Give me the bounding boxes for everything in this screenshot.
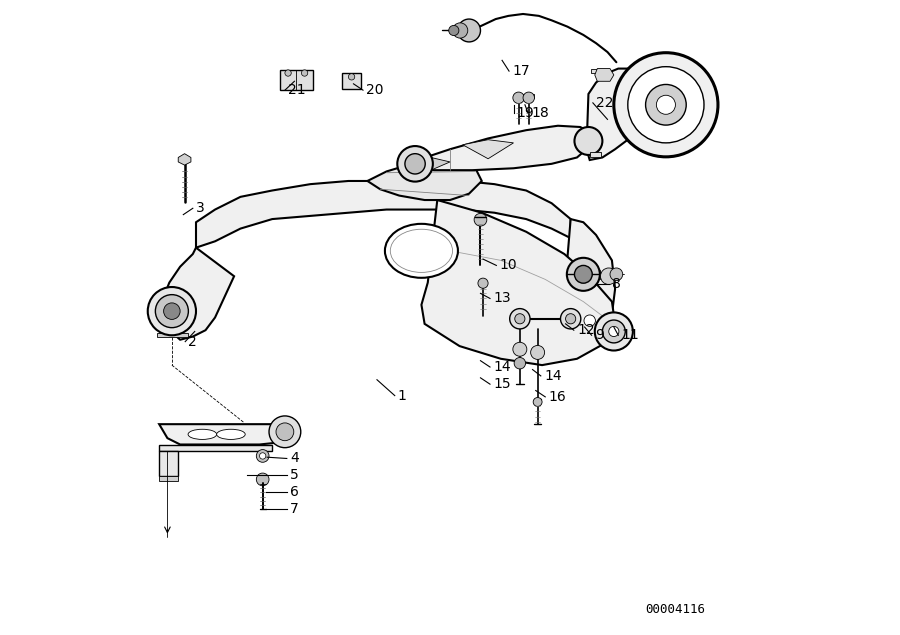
Circle shape — [602, 320, 626, 343]
Circle shape — [269, 416, 301, 448]
Circle shape — [405, 154, 425, 174]
Text: 4: 4 — [290, 451, 299, 465]
Polygon shape — [582, 270, 600, 279]
Circle shape — [628, 67, 704, 143]
Text: 17: 17 — [512, 64, 530, 78]
Circle shape — [514, 358, 526, 369]
Circle shape — [259, 453, 266, 459]
Circle shape — [567, 258, 600, 291]
Text: 9: 9 — [595, 328, 604, 342]
Text: 7: 7 — [290, 502, 299, 516]
Circle shape — [276, 423, 293, 441]
Ellipse shape — [385, 224, 458, 278]
Circle shape — [164, 303, 180, 319]
Text: 15: 15 — [493, 377, 511, 391]
Polygon shape — [159, 451, 178, 476]
Polygon shape — [412, 126, 590, 170]
Text: 16: 16 — [548, 390, 566, 404]
Polygon shape — [587, 69, 650, 160]
Text: 3: 3 — [196, 201, 205, 215]
Polygon shape — [159, 424, 292, 444]
Circle shape — [574, 265, 592, 283]
Polygon shape — [590, 152, 601, 157]
Circle shape — [610, 268, 623, 281]
Circle shape — [561, 309, 581, 329]
Polygon shape — [178, 154, 191, 165]
Circle shape — [645, 84, 686, 125]
Circle shape — [256, 450, 269, 462]
Circle shape — [523, 92, 535, 104]
Ellipse shape — [217, 429, 245, 439]
Circle shape — [457, 19, 481, 42]
Text: 5: 5 — [290, 468, 299, 482]
Circle shape — [656, 95, 675, 114]
Text: 1: 1 — [398, 389, 407, 403]
Circle shape — [531, 345, 544, 359]
Circle shape — [156, 295, 188, 328]
Polygon shape — [564, 219, 615, 340]
Circle shape — [509, 309, 530, 329]
Text: 14: 14 — [493, 360, 511, 374]
Circle shape — [478, 278, 488, 288]
Text: 11: 11 — [621, 328, 639, 342]
Polygon shape — [463, 140, 514, 159]
Circle shape — [302, 70, 308, 76]
Text: 00004116: 00004116 — [645, 603, 706, 616]
Polygon shape — [421, 200, 615, 365]
Text: 22: 22 — [596, 96, 614, 110]
Circle shape — [595, 312, 633, 351]
Circle shape — [474, 213, 487, 226]
Text: 6: 6 — [290, 485, 299, 499]
Polygon shape — [595, 69, 614, 81]
Polygon shape — [514, 94, 534, 98]
Text: 21: 21 — [288, 83, 306, 97]
Polygon shape — [157, 333, 188, 337]
Ellipse shape — [188, 429, 217, 439]
Circle shape — [449, 25, 459, 36]
Polygon shape — [280, 70, 313, 90]
Polygon shape — [159, 444, 272, 451]
Ellipse shape — [151, 307, 193, 316]
Circle shape — [608, 326, 619, 337]
Text: 18: 18 — [531, 106, 549, 120]
Circle shape — [453, 23, 468, 38]
Text: 13: 13 — [493, 291, 511, 305]
Text: 19: 19 — [517, 106, 535, 120]
Circle shape — [584, 315, 596, 326]
Circle shape — [565, 314, 576, 324]
Circle shape — [397, 146, 433, 182]
Polygon shape — [367, 162, 482, 200]
Polygon shape — [412, 157, 450, 170]
Circle shape — [533, 398, 542, 406]
Circle shape — [148, 287, 196, 335]
Text: 8: 8 — [612, 277, 621, 291]
Circle shape — [614, 53, 718, 157]
Text: 14: 14 — [544, 369, 562, 383]
Polygon shape — [159, 476, 178, 481]
Text: 10: 10 — [500, 258, 518, 272]
Text: 2: 2 — [188, 335, 197, 349]
Text: 12: 12 — [577, 323, 595, 337]
Circle shape — [600, 268, 617, 284]
Circle shape — [348, 74, 355, 80]
Circle shape — [574, 127, 602, 155]
Text: 20: 20 — [366, 83, 383, 97]
Polygon shape — [196, 181, 571, 248]
Circle shape — [513, 342, 526, 356]
Circle shape — [285, 70, 292, 76]
Circle shape — [515, 314, 525, 324]
Polygon shape — [342, 73, 361, 89]
Polygon shape — [591, 69, 602, 73]
Circle shape — [256, 473, 269, 486]
Ellipse shape — [391, 229, 453, 272]
Circle shape — [513, 92, 525, 104]
Polygon shape — [161, 248, 234, 340]
